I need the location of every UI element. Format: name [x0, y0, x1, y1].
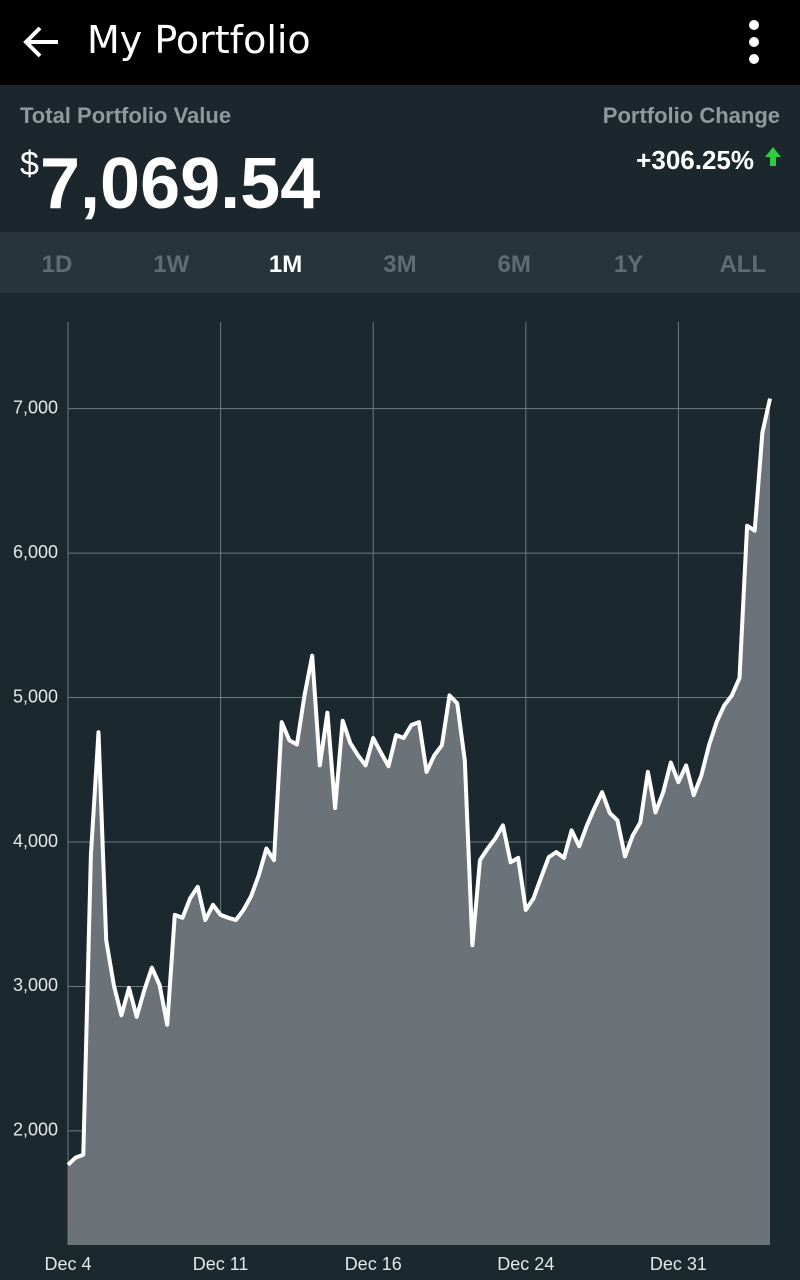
x-tick-label: Dec 31	[650, 1254, 707, 1274]
range-tab[interactable]: 1D	[41, 251, 73, 278]
total-value: 7,069.54	[40, 144, 321, 224]
chart: 2,000 3,000 4,000 5,000 6,000 7,000 Dec 4 Dec 1…	[13, 322, 772, 1274]
x-tick-label: Dec 11	[193, 1254, 249, 1274]
area-fill	[68, 398, 770, 1246]
x-tick-label: Dec 24	[497, 1254, 554, 1274]
range-tab[interactable]: 1M	[268, 251, 303, 278]
y-tick-label: 6,000	[13, 542, 58, 562]
range-tab[interactable]: 1Y	[613, 251, 644, 278]
back-button[interactable]	[22, 22, 62, 62]
change-label: Portfolio Change	[602, 103, 780, 128]
y-tick-label: 3,000	[13, 975, 58, 995]
range-tab[interactable]: ALL	[719, 251, 767, 278]
app-title: My Portfolio	[87, 18, 311, 62]
range-tab[interactable]: 1W	[153, 251, 190, 278]
menu-button[interactable]	[744, 17, 764, 67]
change-value: +306.25%	[636, 145, 754, 175]
y-tick-label: 4,000	[13, 831, 58, 851]
x-tick-label: Dec 4	[44, 1254, 91, 1274]
total-label: Total Portfolio Value	[20, 103, 232, 128]
range-tab[interactable]: 3M	[383, 251, 417, 278]
up-arrow	[765, 147, 781, 166]
y-tick-label: 2,000	[13, 1120, 58, 1140]
summary: Total Portfolio Value Portfolio Change $…	[0, 85, 800, 232]
app-bar: My Portfolio	[0, 0, 800, 85]
y-tick-label: 7,000	[13, 397, 58, 417]
x-tick-label: Dec 16	[345, 1254, 402, 1274]
range-tab[interactable]: 6M	[497, 251, 531, 278]
value-line	[66, 398, 772, 1167]
range-tabs: 1D 1W 1M 3M 6M 1Y ALL	[0, 232, 800, 293]
y-tick-label: 5,000	[13, 686, 58, 706]
currency: $	[20, 145, 39, 183]
